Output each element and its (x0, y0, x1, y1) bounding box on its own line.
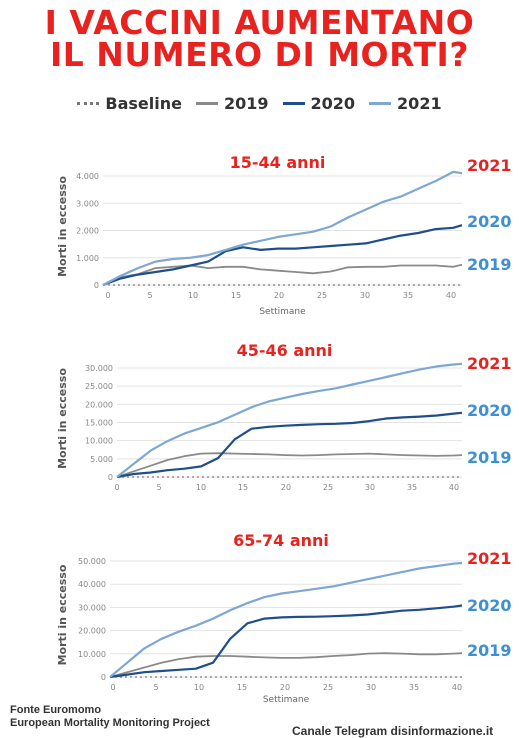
chart1-end-label-2021: 2021 (467, 156, 512, 175)
chart3-xtick-label: 25 (323, 683, 333, 692)
chart3-ytick-label: 20.000 (78, 627, 106, 636)
chart3-xtick-label: 5 (153, 683, 158, 692)
channel-credit: Canale Telegram disinformazione.it (292, 724, 494, 738)
legend-swatch-2019 (195, 102, 218, 105)
chart3-xtick-label: 20 (280, 683, 290, 692)
main-title-line1: I VACCINI AUMENTANO (44, 3, 475, 42)
chart3-end-label-2020: 2020 (467, 596, 512, 615)
chart3-ytick-label: 40.000 (78, 580, 106, 589)
chart3-xtick-label: 30 (366, 683, 376, 692)
chart2-ytick-label: 10.000 (85, 437, 113, 446)
chart1-ytick-label: 2.000 (76, 227, 99, 236)
legend: Baseline 2019 2020 2021 (0, 94, 519, 113)
chart2-xtick-label: 5 (156, 483, 161, 492)
chart2-xtick-label: 25 (323, 483, 333, 492)
source-line1: Fonte Euromomo (10, 704, 102, 716)
chart3-ytick-label: 10.000 (78, 650, 106, 659)
chart1-ytick-label: 1.000 (76, 254, 99, 263)
chart3-end-label-2019: 2019 (467, 641, 512, 660)
legend-item-2019: 2019 (195, 94, 269, 113)
chart1-xtick-label: 40 (446, 291, 456, 300)
chart2-ytick-label: 20.000 (85, 400, 113, 409)
chart2-ylabel: Morti in eccesso (56, 368, 69, 469)
chart1-ytick-label: 3.000 (76, 199, 99, 208)
legend-swatch-2020 (282, 102, 305, 105)
chart2-ytick-label: 0 (108, 473, 113, 482)
chart1-ytick-label: 0 (94, 281, 99, 290)
chart2-series-2021 (116, 362, 463, 478)
legend-label-2019: 2019 (223, 94, 269, 113)
chart3-xtick-label: 10 (194, 683, 204, 692)
chart1-xtick-label: 25 (317, 291, 327, 300)
chart2-series-2019 (116, 452, 463, 478)
chart3-xtick-label: 15 (237, 683, 247, 692)
chart1-end-label-2020: 2020 (467, 212, 512, 231)
chart3-xtick-label: 40 (452, 683, 462, 692)
chart3-series-2019 (109, 652, 463, 678)
chart1-title: 15-44 anni (230, 153, 326, 172)
chart1-series-2021 (102, 170, 463, 286)
chart2-xtick-label: 15 (238, 483, 248, 492)
source-line2: European Mortality Monitoring Project (10, 717, 210, 729)
legend-item-baseline: Baseline (77, 94, 182, 113)
chart2-end-label-2021: 2021 (467, 354, 512, 373)
chart2-ytick-label: 15.000 (85, 419, 113, 428)
legend-label-baseline: Baseline (105, 94, 182, 113)
chart1-series-2019 (102, 263, 463, 286)
chart1-xlabel: Settimane (259, 307, 306, 317)
chart1-xtick-label: 35 (403, 291, 413, 300)
chart2-title: 45-46 anni (237, 341, 333, 360)
chart3-ytick-label: 30.000 (78, 603, 106, 612)
chart3-xtick-label: 0 (110, 683, 115, 692)
legend-label-2021: 2021 (397, 94, 442, 113)
chart1-xtick-label: 0 (105, 291, 110, 300)
chart2-xtick-label: 35 (407, 483, 417, 492)
chart1-end-label-2019: 2019 (467, 255, 512, 274)
legend-swatch-2021 (369, 102, 392, 105)
chart3-xlabel: Settimane (263, 695, 310, 705)
chart3-ylabel: Morti in eccesso (56, 564, 69, 665)
chart2-xtick-label: 30 (365, 483, 375, 492)
chart1-xtick-label: 10 (188, 291, 198, 300)
chart1-ytick-label: 4.000 (76, 172, 99, 181)
chart3-ytick-label: 0 (101, 673, 106, 682)
chart1-xtick-label: 5 (147, 291, 152, 300)
legend-item-2020: 2020 (282, 94, 356, 113)
chart2-ytick-label: 5.000 (90, 455, 113, 464)
chart2-xtick-label: 20 (281, 483, 291, 492)
chart2-xtick-label: 10 (196, 483, 206, 492)
chart3-series-2021 (109, 561, 463, 678)
legend-swatch-baseline (77, 102, 100, 105)
chart1-ylabel: Morti in eccesso (56, 176, 69, 277)
chart3-series-2020 (109, 604, 463, 679)
chart2-series-2020 (116, 411, 463, 479)
legend-label-2020: 2020 (310, 94, 356, 113)
chart1-xtick-label: 15 (231, 291, 241, 300)
chart1-series-2020 (102, 224, 463, 287)
chart1-xtick-label: 20 (274, 291, 284, 300)
chart3-end-label-2021: 2021 (467, 549, 512, 568)
main-title-line2: IL NUMERO DI MORTI? (50, 35, 469, 74)
chart2-xtick-label: 40 (449, 483, 459, 492)
chart3-title: 65-74 anni (233, 531, 329, 550)
chart2-ytick-label: 25.000 (85, 382, 113, 391)
chart2-xtick-label: 0 (114, 483, 119, 492)
chart2-ytick-label: 30.000 (85, 364, 113, 373)
chart1-xtick-label: 30 (360, 291, 370, 300)
chart3-ytick-label: 50.000 (78, 557, 106, 566)
chart2-end-label-2019: 2019 (467, 448, 512, 467)
legend-item-2021: 2021 (369, 94, 442, 113)
chart3-xtick-label: 35 (409, 683, 419, 692)
chart2-end-label-2020: 2020 (467, 401, 512, 420)
